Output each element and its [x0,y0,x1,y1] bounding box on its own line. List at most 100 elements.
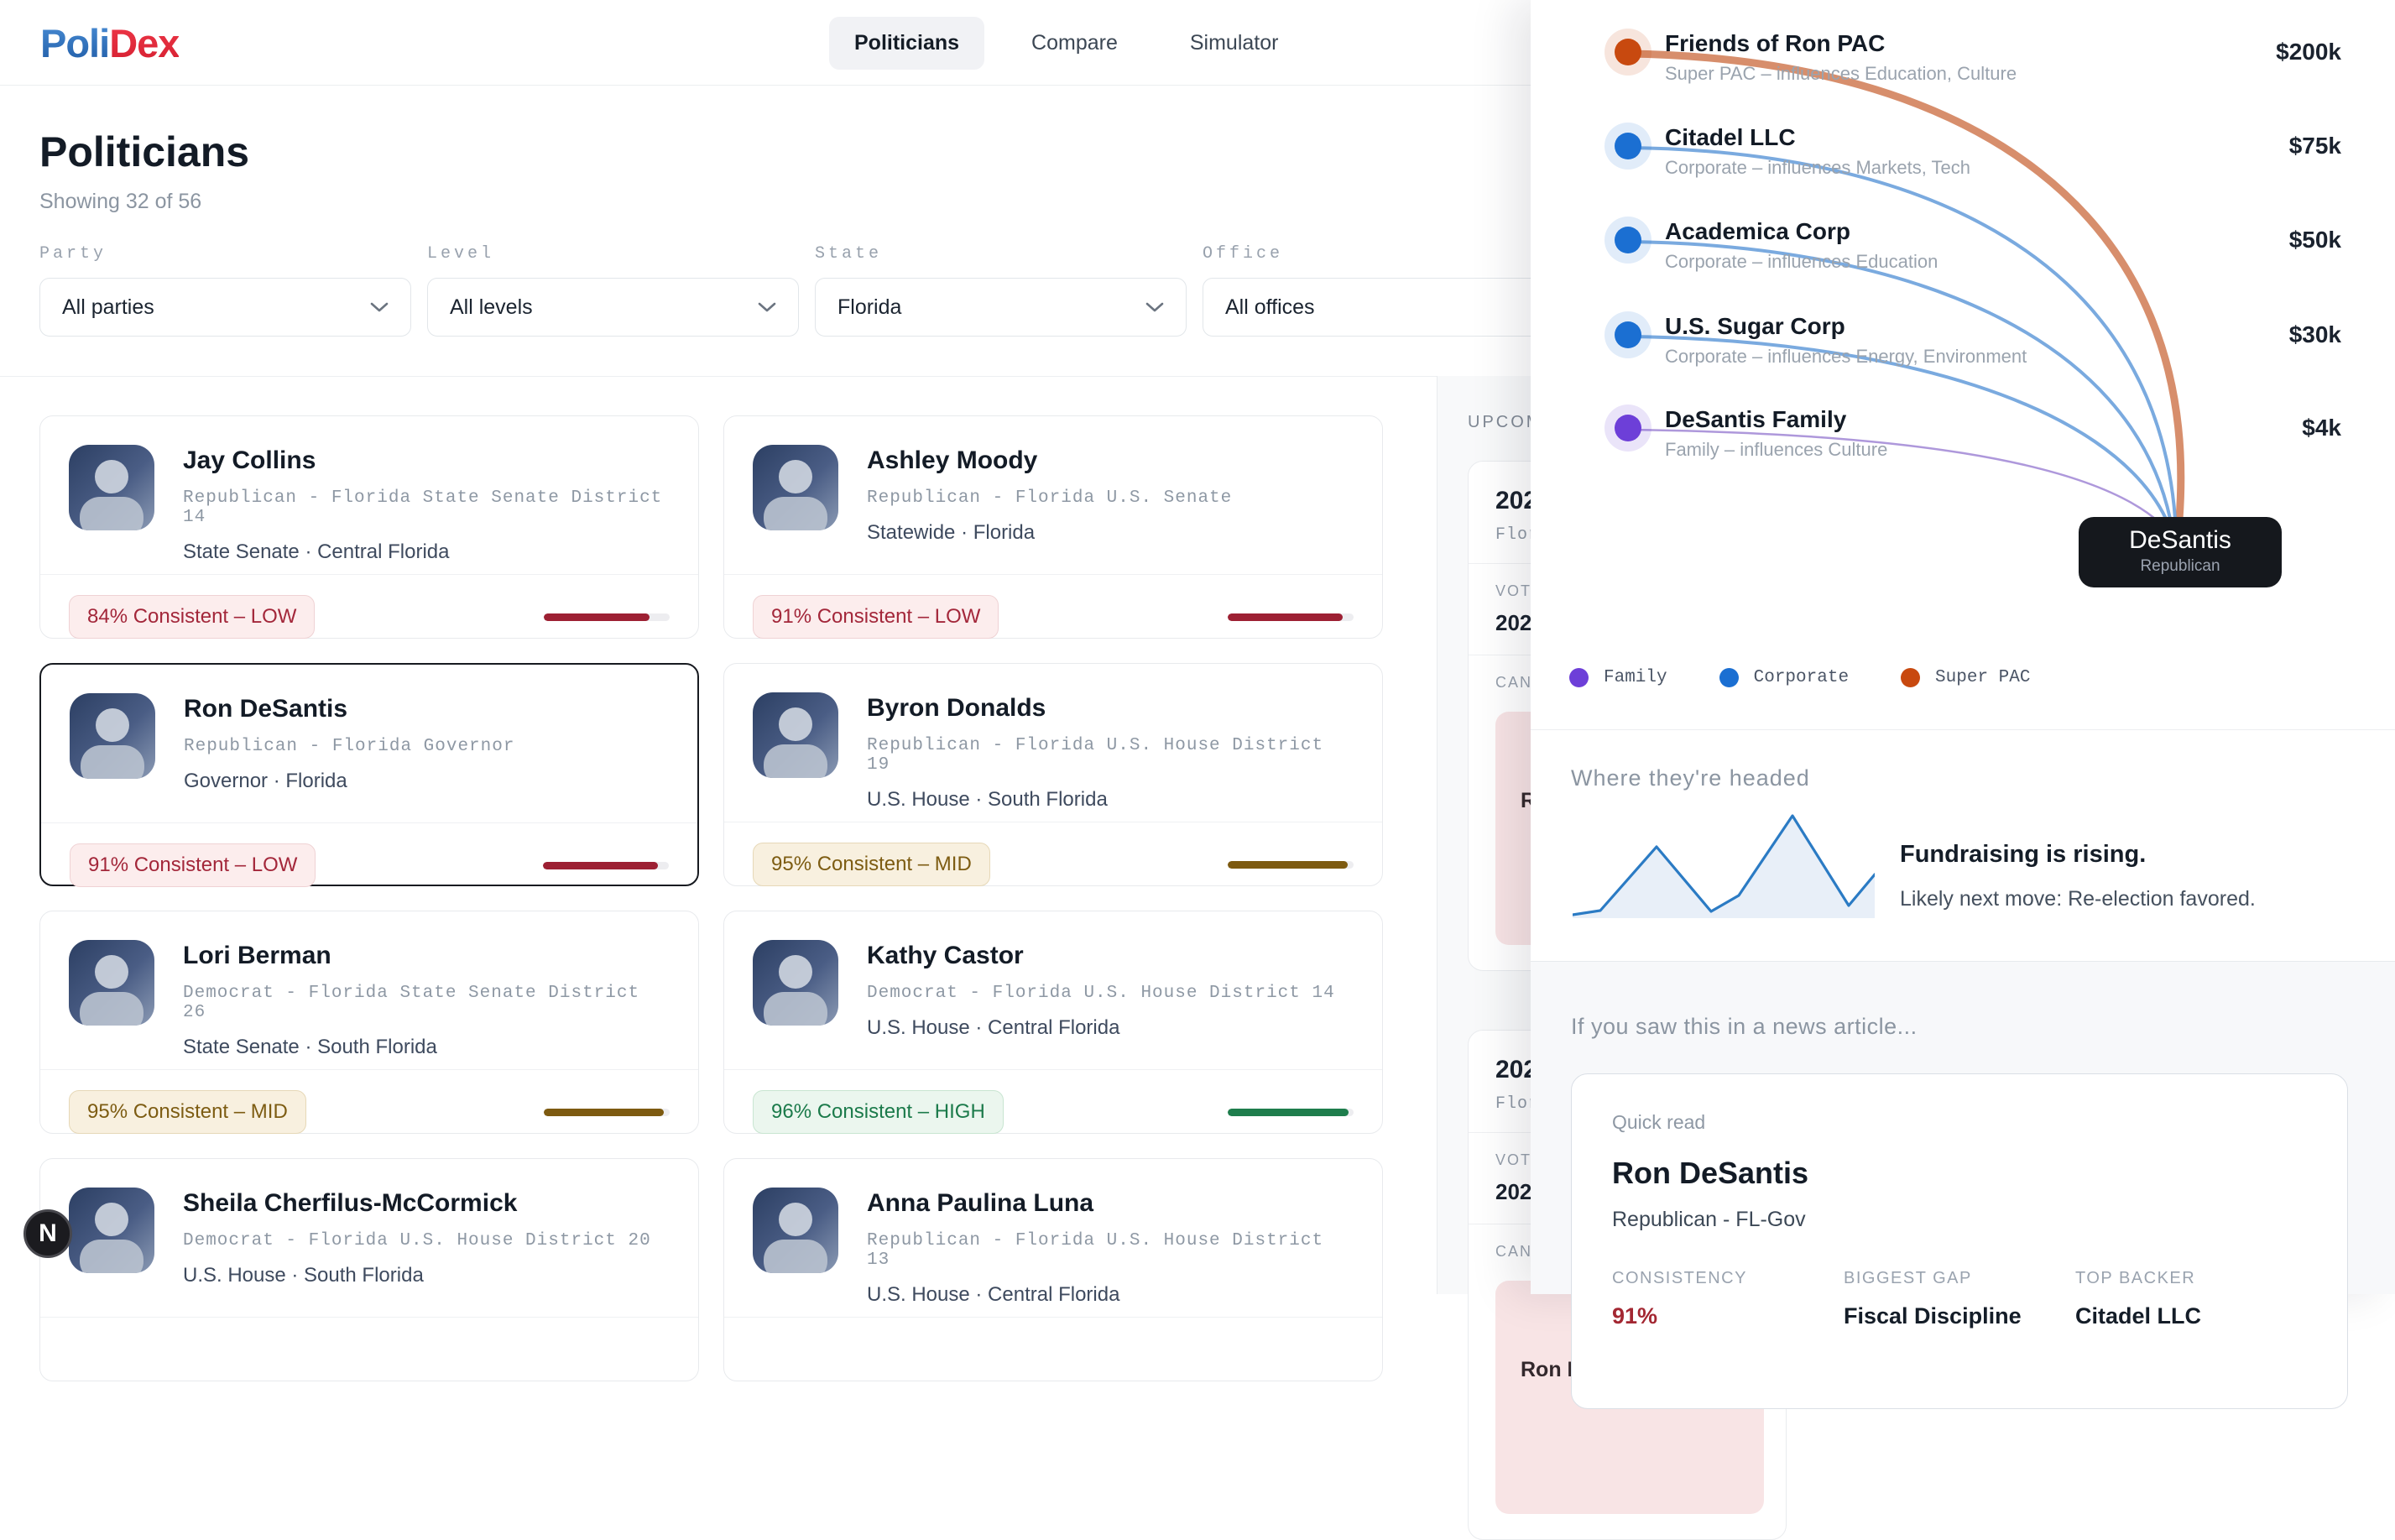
politician-card-text: Sheila Cherfilus-McCormick Democrat - Fl… [183,1182,651,1317]
chevron-down-icon [758,301,776,313]
politician-role: Governor · Florida [184,770,514,793]
politician-card[interactable]: Ashley Moody Republican - Florida U.S. S… [723,415,1383,639]
donor-type-dot-icon [1615,39,1641,65]
filter-party: Party All parties [39,244,411,337]
politician-card[interactable]: Lori Berman Democrat - Florida State Sen… [39,911,699,1134]
quick-read-meta: Republican - FL-Gov [1612,1208,2307,1232]
office-select[interactable]: All offices [1203,278,1574,337]
quick-read-stats: CONSISTENCY 91% BIGGEST GAP Fiscal Disci… [1612,1269,2307,1329]
politician-role: U.S. House · Central Florida [867,1016,1335,1040]
donor-name: DeSantis Family [1665,406,1887,433]
nav-tab-compare[interactable]: Compare [1006,17,1143,70]
quick-read-card: Quick read Ron DeSantis Republican - FL-… [1571,1073,2348,1409]
filter-level-label: Level [427,244,799,264]
politician-photo [69,445,154,530]
politician-card-top: Ron DeSantis Republican - Florida Govern… [70,688,669,822]
consistency-bar [1228,1109,1354,1116]
filter-bar: Party All parties Level All levels State… [39,244,1574,337]
politician-card[interactable]: Jay Collins Republican - Florida State S… [39,415,699,639]
stat-value: 91% [1612,1303,1844,1329]
politician-card-text: Jay Collins Republican - Florida State S… [183,440,670,574]
donor-text: Citadel LLC Corporate – influences Marke… [1665,124,1970,179]
donor-description: Super PAC – influences Education, Cultur… [1665,63,2017,85]
level-select[interactable]: All levels [427,278,799,337]
politician-card[interactable]: Byron Donalds Republican - Florida U.S. … [723,663,1383,886]
politician-photo [70,693,155,779]
politician-card[interactable]: Sheila Cherfilus-McCormick Democrat - Fl… [39,1158,699,1381]
politician-card-top: Jay Collins Republican - Florida State S… [69,440,670,574]
logo-part-red: Dex [109,20,179,66]
state-select[interactable]: Florida [815,278,1187,337]
politician-card-text: Anna Paulina Luna Republican - Florida U… [867,1182,1354,1317]
donor-row[interactable]: Citadel LLC Corporate – influences Marke… [1615,124,2341,179]
donor-amount: $200k [2276,39,2341,65]
nav-tab-simulator[interactable]: Simulator [1165,17,1304,70]
panel-divider [1531,729,2395,730]
office-select-value: All offices [1225,295,1533,320]
politician-photo [753,445,838,530]
politician-affiliation: Republican - Florida U.S. House District… [867,736,1354,775]
donor-legend: Family Corporate Super PAC [1569,668,2030,687]
consistency-badge: 91% Consistent – LOW [753,595,999,639]
filter-state: State Florida [815,244,1187,337]
quick-read-kicker: Quick read [1612,1111,2307,1134]
stat-label: CONSISTENCY [1612,1269,1844,1288]
superpac-dot-icon [1901,668,1920,687]
node-name: DeSantis [2079,526,2282,555]
politician-card-text: Lori Berman Democrat - Florida State Sen… [183,935,670,1069]
legend-label: Corporate [1754,668,1849,687]
politician-affiliation: Republican - Florida U.S. Senate [867,488,1232,508]
donor-amount: $4k [2302,415,2341,441]
consistency-badge: 91% Consistent – LOW [70,843,316,887]
politician-name: Sheila Cherfilus-McCormick [183,1189,651,1218]
node-party: Republican [2079,557,2282,576]
donor-description: Corporate – influences Markets, Tech [1665,157,1970,179]
politician-photo [753,692,838,778]
legend-label: Super PAC [1935,668,2030,687]
politician-card-footer: 95% Consistent – MID [724,822,1382,886]
dev-tools-button[interactable]: N [23,1209,72,1258]
politician-role: State Senate · South Florida [183,1036,670,1059]
filter-state-label: State [815,244,1187,264]
donor-description: Corporate – influences Education [1665,251,1938,273]
consistency-bar [543,862,669,869]
donor-row[interactable]: Academica Corp Corporate – influences Ed… [1615,218,2341,273]
donor-text: U.S. Sugar Corp Corporate – influences E… [1665,313,2027,368]
donor-text: Friends of Ron PAC Super PAC – influence… [1665,30,2017,85]
legend-family: Family [1569,668,1667,687]
donor-text: DeSantis Family Family – influences Cult… [1665,406,1887,461]
politician-affiliation: Democrat - Florida State Senate District… [183,984,670,1022]
level-select-value: All levels [450,295,758,320]
politician-photo [69,1188,154,1273]
trajectory-text: Fundraising is rising. Likely next move:… [1900,841,2256,911]
politician-card-footer: 84% Consistent – LOW [40,574,698,639]
politician-role: U.S. House · South Florida [183,1264,651,1287]
politician-name: Lori Berman [183,942,670,970]
quick-read-name: Ron DeSantis [1612,1156,2307,1191]
donor-row[interactable]: DeSantis Family Family – influences Cult… [1615,406,2341,461]
party-select[interactable]: All parties [39,278,411,337]
politician-card[interactable]: Ron DeSantis Republican - Florida Govern… [39,663,699,886]
state-select-value: Florida [837,295,1145,320]
politician-card-footer: 96% Consistent – HIGH [724,1069,1382,1134]
family-dot-icon [1569,668,1589,687]
nav-tab-politicians[interactable]: Politicians [829,17,984,70]
news-section-heading: If you saw this in a news article... [1571,1014,2348,1040]
politician-card-top: Ashley Moody Republican - Florida U.S. S… [753,440,1354,574]
focus-politician-node[interactable]: DeSantis Republican [2079,517,2282,587]
politician-card-top: Kathy Castor Democrat - Florida U.S. Hou… [753,935,1354,1069]
politician-card[interactable]: Anna Paulina Luna Republican - Florida U… [723,1158,1383,1381]
trajectory-headline: Fundraising is rising. [1900,841,2256,869]
donor-row[interactable]: U.S. Sugar Corp Corporate – influences E… [1615,313,2341,368]
politician-card-text: Ron DeSantis Republican - Florida Govern… [184,688,514,822]
donor-name: Citadel LLC [1665,124,1970,151]
politician-role: U.S. House · South Florida [867,788,1354,812]
politician-card[interactable]: Kathy Castor Democrat - Florida U.S. Hou… [723,911,1383,1134]
page-title: Politicians [39,128,249,176]
donor-row[interactable]: Friends of Ron PAC Super PAC – influence… [1615,30,2341,85]
stat-label: TOP BACKER [2075,1269,2307,1288]
politician-affiliation: Republican - Florida State Senate Distri… [183,488,670,527]
stat-biggest-gap: BIGGEST GAP Fiscal Discipline [1844,1269,2075,1329]
